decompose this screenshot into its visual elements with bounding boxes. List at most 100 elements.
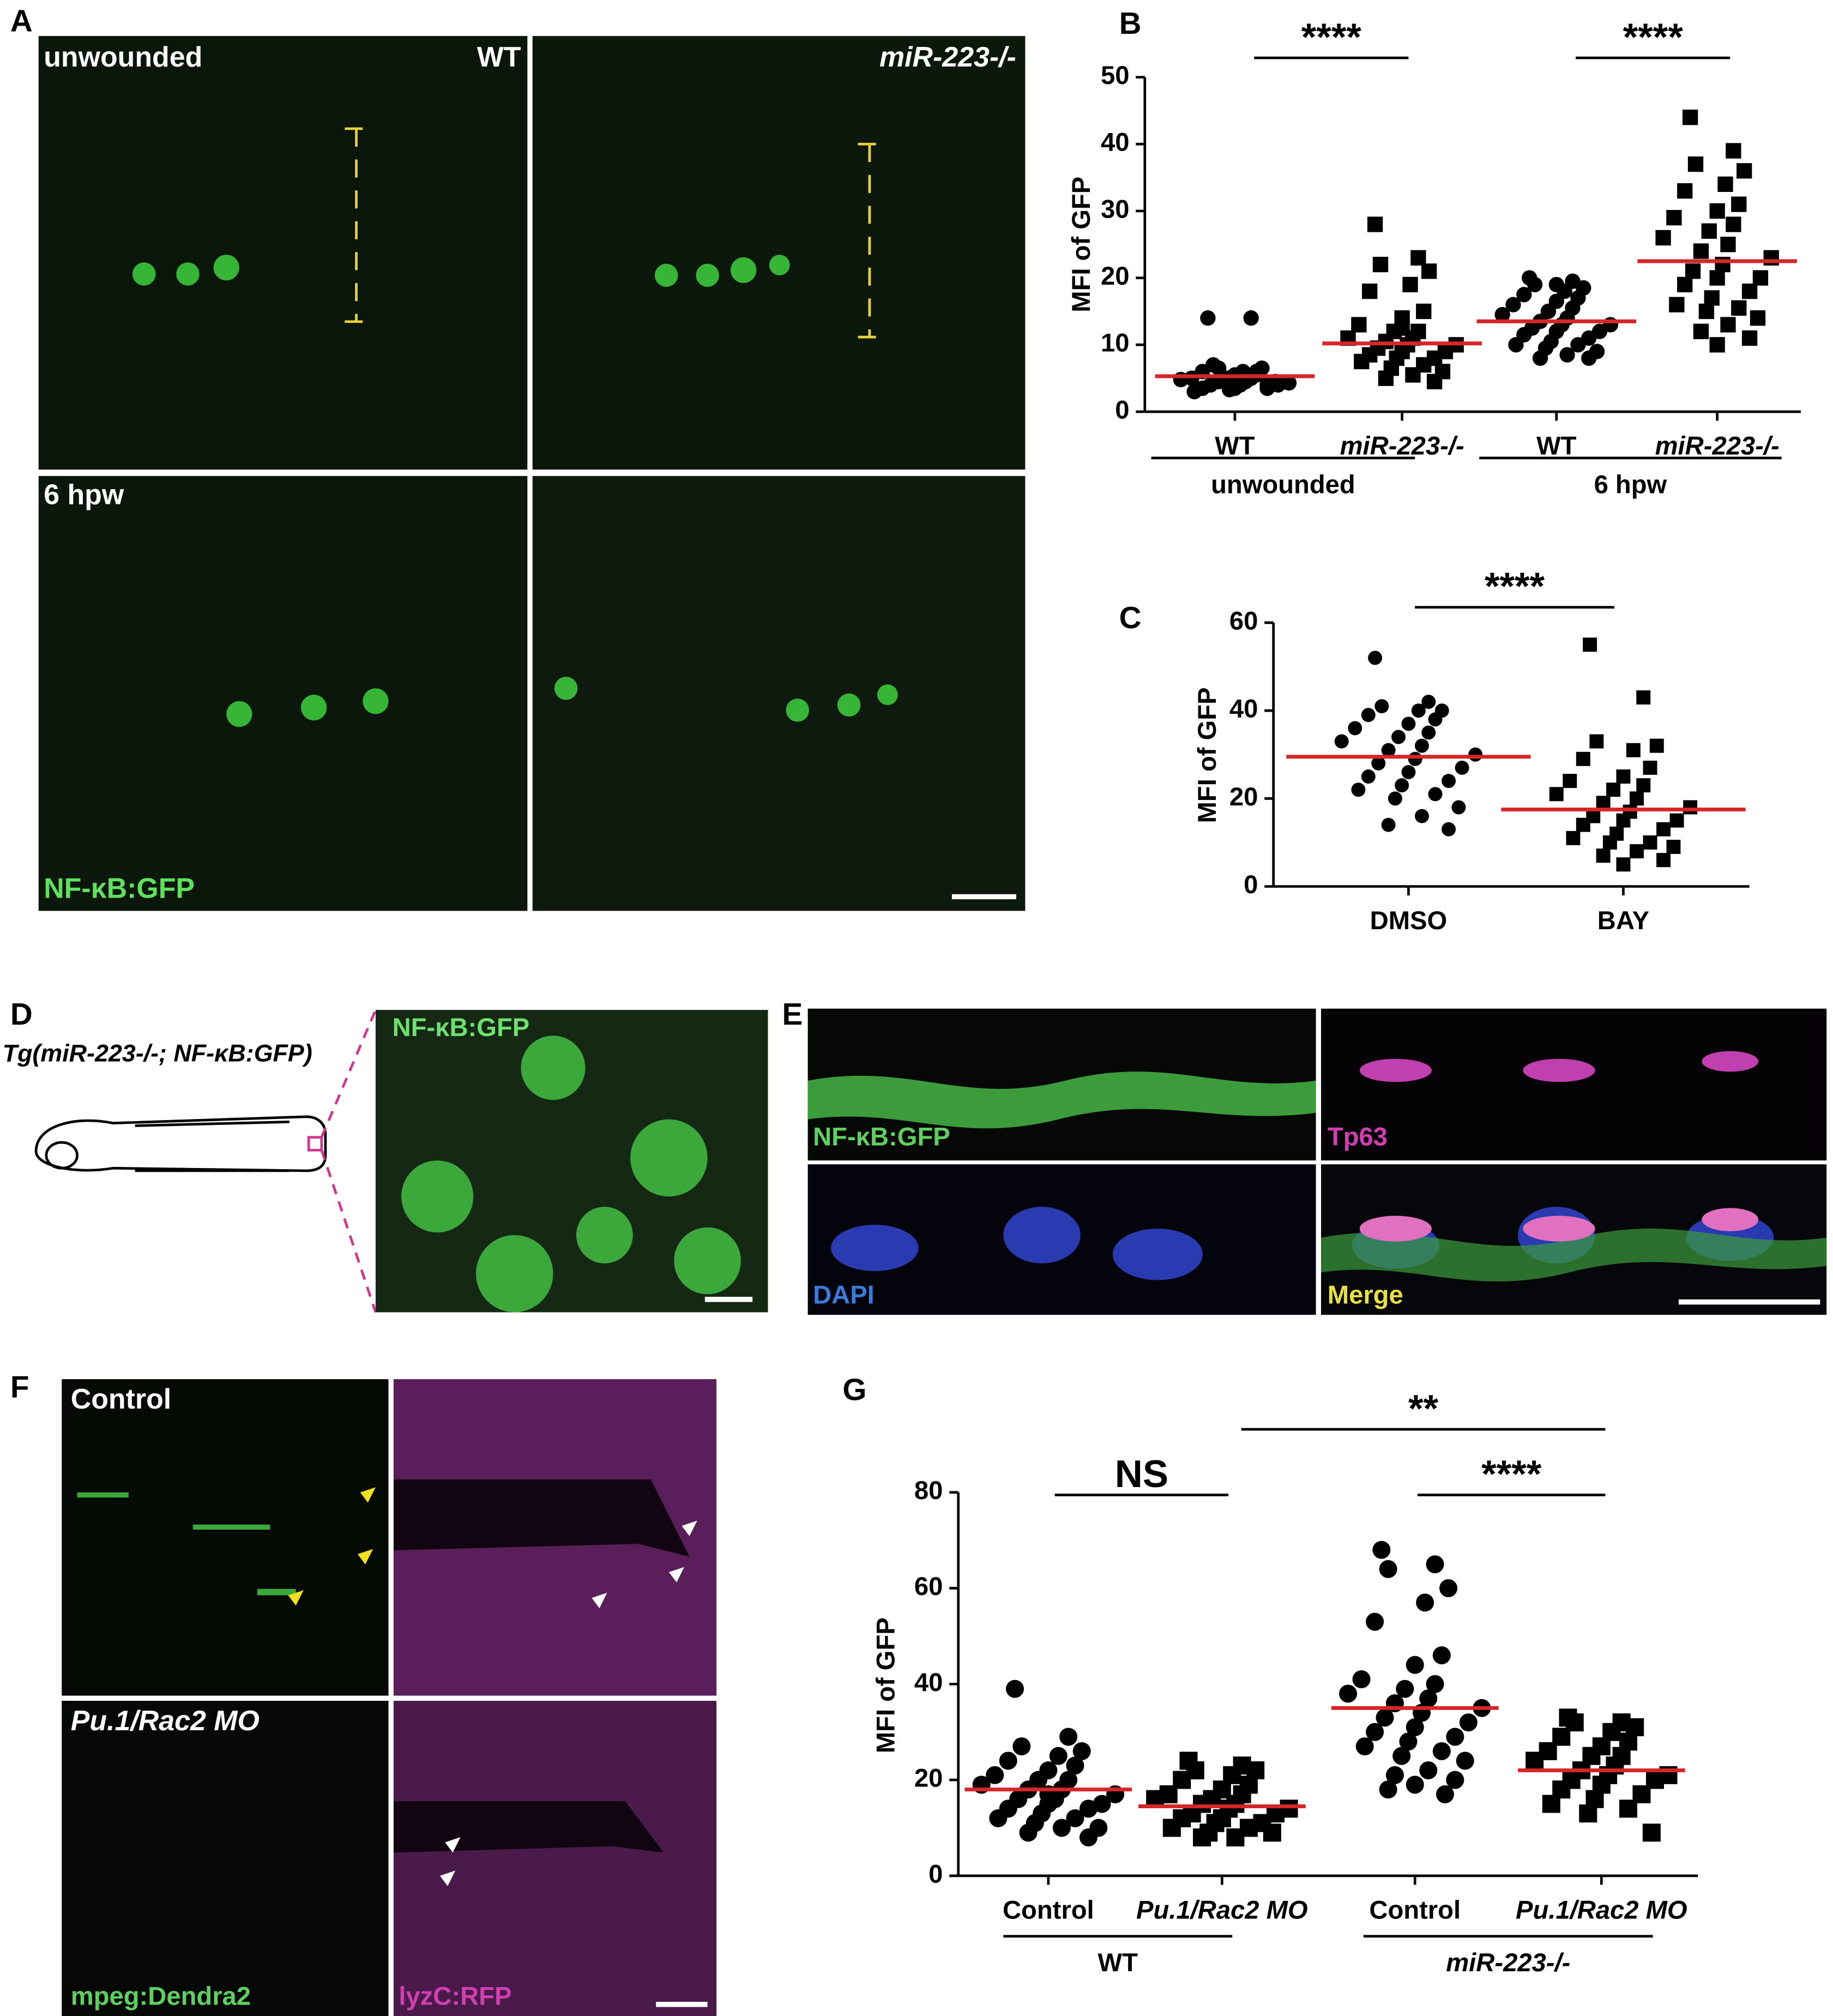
- data-point: [1381, 817, 1396, 832]
- data-point: [1411, 703, 1426, 718]
- data-point: [1709, 270, 1725, 286]
- x-tick-label: Control: [1003, 1895, 1094, 1924]
- data-point: [1666, 840, 1681, 854]
- data-point: [1339, 1684, 1358, 1703]
- data-point: [1750, 310, 1766, 326]
- data-point: [1419, 1761, 1438, 1780]
- data-point: [1616, 769, 1631, 784]
- data-point: [1406, 1776, 1424, 1794]
- x-tick-label: Pu.1/Rac2 MO: [1136, 1895, 1308, 1924]
- data-point: [1505, 297, 1521, 312]
- channel-label: mpeg:Dendra2: [71, 1981, 251, 2010]
- data-point: [1596, 848, 1611, 863]
- reporter-label: NF-κB:GFP: [393, 1013, 530, 1042]
- significance-label: ****: [1301, 15, 1362, 58]
- data-point: [1685, 263, 1701, 279]
- y-tick-label: 20: [1229, 782, 1258, 811]
- x-tick-label: Pu.1/Rac2 MO: [1516, 1895, 1687, 1924]
- data-point: [1583, 637, 1597, 652]
- data-point: [1200, 310, 1216, 326]
- data-point: [1682, 110, 1698, 125]
- data-point: [1243, 310, 1259, 326]
- genotype-label: WT: [477, 41, 521, 73]
- data-point: [1683, 800, 1698, 815]
- data-point: [1442, 774, 1456, 789]
- group-label: unwounded: [1211, 470, 1355, 498]
- data-point: [1354, 353, 1370, 370]
- panel-letter: B: [1119, 6, 1142, 40]
- data-point: [1642, 1824, 1661, 1842]
- data-point: [1602, 835, 1617, 850]
- data-point: [1426, 374, 1443, 389]
- data-point: [1395, 778, 1409, 793]
- data-point: [1005, 1680, 1024, 1698]
- micrograph-a: [38, 36, 1026, 911]
- data-point: [1401, 765, 1416, 779]
- data-point: [1726, 143, 1741, 159]
- x-tick-label: Control: [1369, 1895, 1461, 1924]
- data-point: [1052, 1819, 1071, 1837]
- data-point: [1619, 1800, 1637, 1818]
- data-point: [1049, 1747, 1068, 1765]
- data-point: [1589, 734, 1604, 749]
- data-point: [1428, 787, 1443, 802]
- y-axis-label: MFI of GFP: [1192, 687, 1221, 823]
- data-point: [1439, 1579, 1458, 1598]
- panel-letter: E: [782, 997, 803, 1031]
- panel-letter: F: [10, 1370, 29, 1404]
- data-point: [1731, 300, 1747, 316]
- data-point: [1066, 1756, 1084, 1775]
- data-point: [1649, 738, 1664, 753]
- data-point: [1348, 721, 1362, 736]
- y-tick-label: 40: [1101, 128, 1129, 157]
- data-point: [1693, 243, 1709, 259]
- data-point: [1576, 817, 1590, 832]
- data-point: [1381, 743, 1396, 757]
- data-point: [1606, 783, 1621, 797]
- data-point: [1421, 695, 1436, 709]
- panel-letter: A: [10, 3, 33, 38]
- y-axis-label: MFI of GFP: [871, 1617, 900, 1753]
- data-point: [1186, 384, 1202, 400]
- group-label: WT: [1098, 1948, 1138, 1977]
- data-point: [1693, 323, 1709, 339]
- data-point: [1173, 371, 1189, 388]
- data-point: [1459, 1713, 1478, 1732]
- data-point: [1709, 337, 1725, 353]
- data-point: [1379, 1560, 1397, 1578]
- panel-letter: G: [842, 1373, 866, 1407]
- y-axis-label: MFI of GFP: [1066, 177, 1095, 312]
- data-point: [1419, 1689, 1438, 1708]
- x-tick-label: WT: [1536, 431, 1577, 460]
- data-point: [1378, 370, 1394, 386]
- data-point: [1379, 1780, 1397, 1799]
- data-point: [1416, 303, 1432, 320]
- significance-label: ****: [1485, 564, 1545, 607]
- condition-label: Pu.1/Rac2 MO: [71, 1705, 260, 1736]
- data-point: [1352, 1670, 1371, 1689]
- data-point: [999, 1752, 1017, 1770]
- x-tick-label: WT: [1215, 431, 1255, 460]
- data-point: [1666, 210, 1682, 226]
- data-point: [1414, 809, 1429, 823]
- data-point: [1263, 1824, 1281, 1842]
- data-point: [1494, 306, 1510, 323]
- y-tick-label: 20: [1101, 261, 1129, 290]
- data-point: [1669, 297, 1685, 312]
- data-point: [1259, 377, 1275, 393]
- data-point: [1193, 1828, 1211, 1847]
- reporter-label: NF-κB:GFP: [44, 872, 195, 904]
- channel-label: lyzC:RFP: [399, 1981, 511, 2010]
- data-point: [1421, 725, 1436, 740]
- y-tick-label: 30: [1101, 194, 1129, 223]
- x-tick-label: miR-223-/-: [1655, 431, 1780, 460]
- data-point: [1636, 690, 1651, 705]
- channel-label: NF-κB:GFP: [813, 1122, 950, 1151]
- data-point: [1442, 822, 1456, 837]
- data-point: [1361, 708, 1376, 723]
- data-point: [1432, 1646, 1451, 1665]
- y-tick-label: 50: [1101, 61, 1129, 89]
- data-point: [1406, 1656, 1424, 1674]
- data-point: [1698, 303, 1715, 320]
